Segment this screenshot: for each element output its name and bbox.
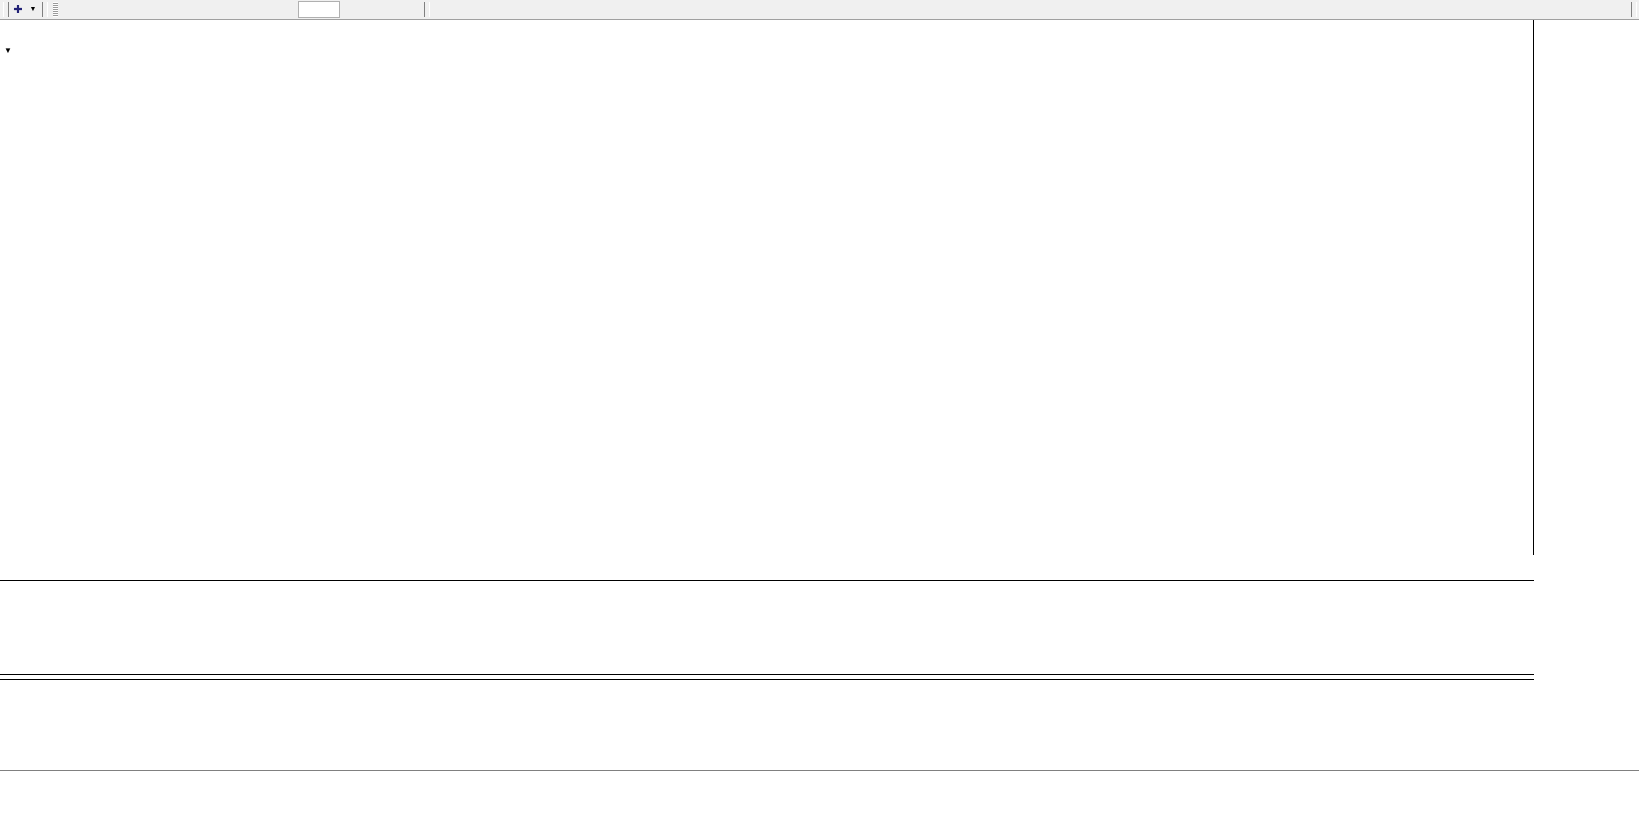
rsi-pane[interactable] (0, 580, 1534, 675)
toolbar-divider-right (1631, 2, 1637, 17)
toolbar-divider (42, 2, 48, 17)
timeframe-drag-grip[interactable] (53, 2, 58, 17)
chart-tab-bar (0, 770, 1639, 831)
timeframe-w1[interactable] (340, 1, 380, 18)
timeframe-buttons (58, 0, 420, 19)
timeframe-d1[interactable] (298, 1, 340, 18)
price-pane[interactable] (0, 20, 1534, 555)
chart-tabs (0, 771, 1639, 797)
timeframe-h4[interactable] (258, 1, 298, 18)
top-toolbar: ✚ ▼ (0, 0, 1639, 20)
timeframe-mn[interactable] (380, 1, 420, 18)
timeframe-m1[interactable] (58, 1, 98, 18)
chevron-down-icon[interactable]: ▼ (4, 46, 12, 55)
price-axis[interactable] (1534, 20, 1639, 790)
chevron-down-icon[interactable]: ▼ (29, 6, 37, 13)
timeframe-m15[interactable] (138, 1, 178, 18)
crosshair-icon[interactable]: ✚ (13, 4, 23, 16)
timeframe-m30[interactable] (178, 1, 218, 18)
timeframe-m5[interactable] (98, 1, 138, 18)
chart-symbol-header: ▼ (4, 46, 22, 55)
toolbar-drag-handle[interactable] (3, 2, 9, 17)
rsi-series-svg (0, 581, 1534, 675)
toolbar-divider-end (424, 2, 430, 17)
price-series-svg (0, 20, 1534, 555)
timeframe-h1[interactable] (218, 1, 258, 18)
toolbar-right-group (1629, 0, 1639, 19)
chart-area[interactable]: ▼ (0, 20, 1639, 790)
